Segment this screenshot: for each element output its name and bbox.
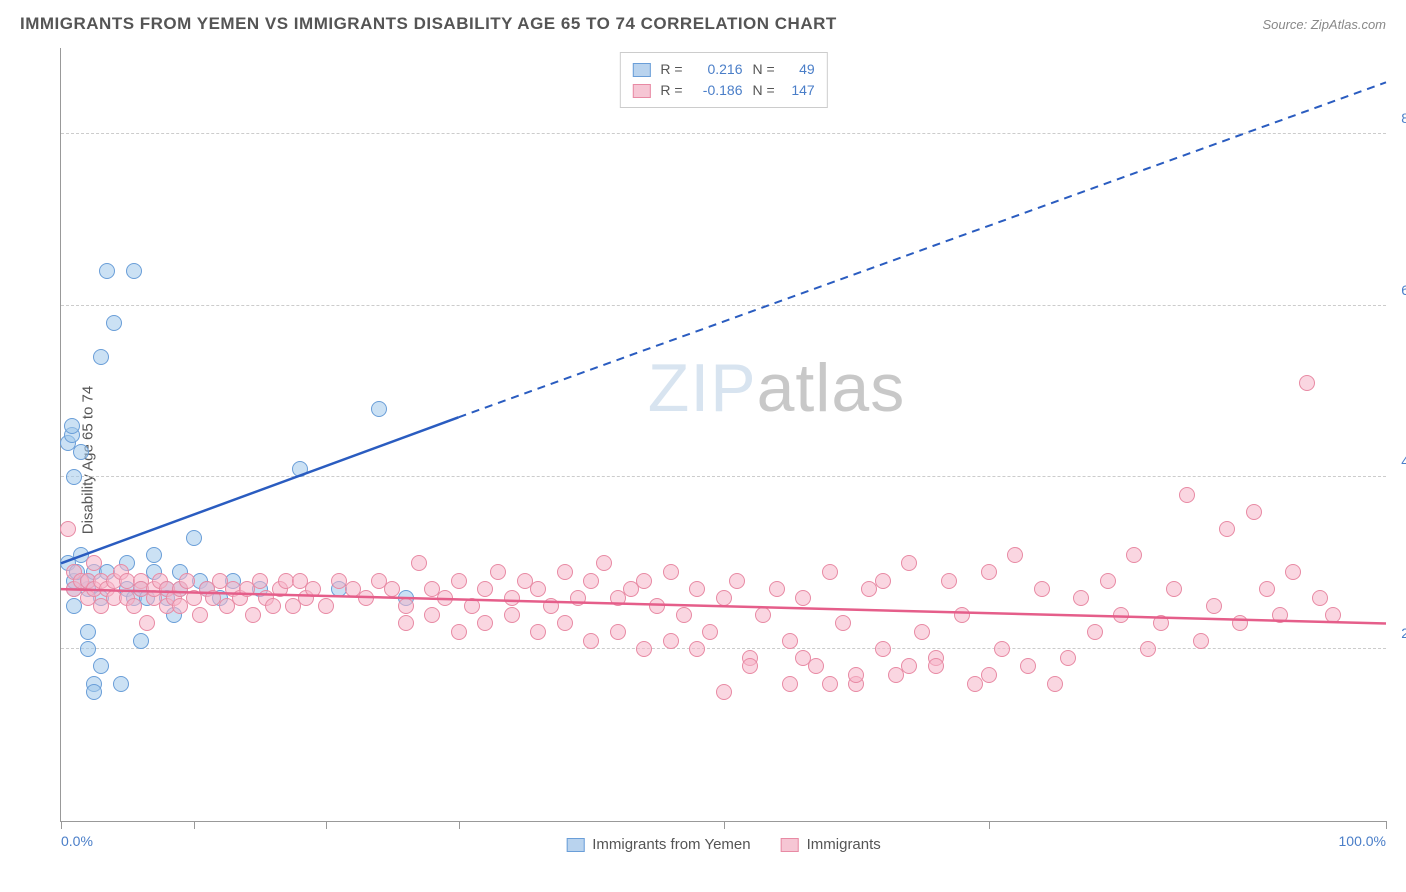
legend-swatch [781, 838, 799, 852]
x-tick [326, 821, 327, 829]
plot-area: ZIPatlas R =0.216N =49R =-0.186N =147 Im… [60, 48, 1386, 822]
y-tick-label: 40.0% [1401, 453, 1406, 469]
chart-title: IMMIGRANTS FROM YEMEN VS IMMIGRANTS DISA… [20, 14, 837, 34]
n-value: 49 [785, 59, 815, 80]
x-tick [61, 821, 62, 829]
legend-swatch [632, 84, 650, 98]
n-label: N = [753, 80, 775, 101]
x-tick [194, 821, 195, 829]
legend-series-label: Immigrants from Yemen [592, 836, 750, 853]
x-tick-label: 100.0% [1339, 833, 1386, 849]
r-value: 0.216 [693, 59, 743, 80]
r-label: R = [660, 59, 682, 80]
x-tick [459, 821, 460, 829]
legend-series-item: Immigrants from Yemen [566, 836, 750, 853]
n-value: 147 [785, 80, 815, 101]
legend-stat-row: R = -0.186 N = 147 [632, 80, 814, 101]
legend-series-item: Immigrants [781, 836, 881, 853]
x-tick [724, 821, 725, 829]
y-tick-label: 20.0% [1401, 625, 1406, 641]
r-label: R = [660, 80, 682, 101]
series-legend: Immigrants from Yemen Immigrants [566, 836, 881, 853]
trend-line [61, 589, 1386, 623]
y-tick-label: 80.0% [1401, 110, 1406, 126]
legend-series-label: Immigrants [807, 836, 881, 853]
legend-stat-row: R = 0.216 N = 49 [632, 59, 814, 80]
y-tick-label: 60.0% [1401, 282, 1406, 298]
x-tick [1386, 821, 1387, 829]
trend-line-extrapolated [459, 82, 1387, 417]
legend-swatch [632, 63, 650, 77]
r-value: -0.186 [693, 80, 743, 101]
x-tick-label: 0.0% [61, 833, 93, 849]
source-attribution: Source: ZipAtlas.com [1262, 17, 1386, 32]
x-tick [989, 821, 990, 829]
chart-container: Disability Age 65 to 74 ZIPatlas R =0.21… [20, 48, 1386, 872]
n-label: N = [753, 59, 775, 80]
legend-swatch [566, 838, 584, 852]
trend-line [61, 417, 459, 563]
correlation-legend: R = 0.216 N = 49 R = -0.186 N = 147 [619, 52, 827, 108]
trend-lines [61, 48, 1386, 821]
